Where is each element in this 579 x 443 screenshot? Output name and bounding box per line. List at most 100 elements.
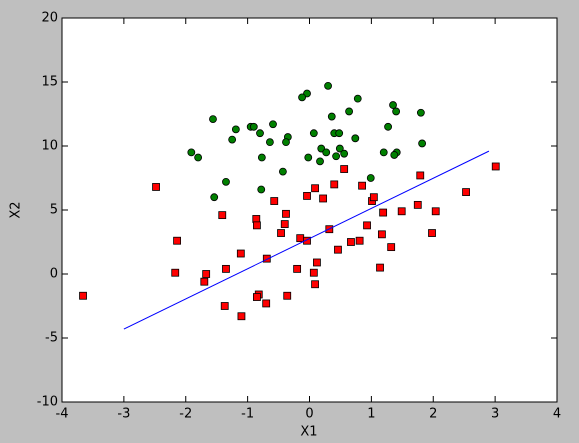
point — [200, 277, 209, 286]
point — [311, 280, 319, 289]
y-tick-label: 10 — [41, 139, 58, 154]
point — [347, 238, 355, 246]
point — [236, 249, 245, 258]
point — [363, 221, 371, 230]
x-tick-label: -1 — [241, 407, 254, 422]
x-tick-label: -2 — [179, 407, 192, 422]
point — [171, 268, 180, 277]
point — [262, 299, 271, 308]
point — [392, 107, 401, 116]
point — [330, 180, 339, 189]
point — [335, 129, 344, 138]
point — [253, 221, 261, 230]
point — [376, 263, 384, 272]
point — [210, 193, 219, 202]
plot-area — [62, 18, 557, 402]
point — [249, 122, 258, 131]
point — [282, 138, 290, 147]
point — [231, 125, 240, 134]
point — [387, 243, 396, 252]
point — [322, 148, 331, 157]
point — [194, 153, 203, 162]
point — [324, 81, 332, 90]
x-tick-label: 1 — [367, 407, 375, 422]
point — [220, 302, 229, 310]
point — [262, 254, 271, 263]
plot-frame — [61, 17, 558, 403]
point — [187, 148, 196, 157]
y-tick-label: 20 — [41, 11, 58, 26]
point — [278, 167, 287, 176]
point — [379, 208, 388, 217]
point — [280, 220, 289, 228]
point — [397, 207, 406, 216]
x-tick-label: -3 — [117, 407, 130, 422]
point — [298, 93, 306, 102]
point — [413, 200, 422, 209]
y-tick-label: 0 — [50, 267, 58, 282]
point — [332, 152, 341, 161]
point — [282, 209, 290, 218]
point — [390, 151, 399, 159]
point — [311, 184, 319, 193]
point — [79, 291, 87, 300]
point — [270, 197, 279, 205]
point — [369, 193, 378, 202]
point — [316, 157, 324, 166]
point — [303, 236, 311, 245]
y-tick-label: 5 — [50, 203, 58, 218]
point — [257, 153, 266, 162]
point — [340, 149, 349, 158]
point — [237, 312, 246, 321]
point — [353, 94, 362, 103]
point — [319, 194, 328, 203]
point — [327, 112, 336, 121]
point — [358, 181, 366, 190]
point — [256, 129, 264, 138]
point — [428, 229, 436, 237]
point — [418, 139, 427, 148]
point — [334, 245, 342, 254]
x-tick-label: 3 — [491, 407, 499, 422]
x-tick-label: 4 — [553, 407, 561, 422]
point — [269, 120, 277, 129]
point — [377, 230, 386, 239]
point — [277, 229, 285, 237]
point — [491, 162, 500, 171]
point — [431, 207, 440, 216]
point — [379, 148, 388, 157]
point — [218, 211, 227, 220]
point — [340, 165, 349, 173]
point — [265, 138, 274, 147]
point — [228, 135, 237, 144]
point — [222, 177, 230, 186]
point — [252, 215, 261, 223]
point — [173, 236, 181, 245]
point — [309, 129, 318, 138]
point — [416, 108, 425, 117]
point — [313, 258, 321, 267]
point — [293, 264, 302, 273]
y-axis-label: X2 — [9, 201, 24, 218]
point — [389, 101, 397, 109]
x-tick-label: 0 — [305, 407, 313, 422]
point — [253, 293, 261, 301]
y-tick-label: -10 — [37, 395, 58, 410]
y-tick-label: -5 — [45, 331, 58, 346]
x-tick-label: 2 — [429, 407, 437, 422]
point — [222, 264, 230, 273]
point — [366, 174, 375, 182]
point — [202, 270, 211, 278]
point — [296, 234, 305, 243]
y-tick-label: 15 — [41, 75, 58, 90]
point — [283, 291, 292, 300]
point — [309, 268, 318, 277]
point — [335, 144, 344, 153]
point — [462, 188, 470, 196]
point — [345, 107, 354, 116]
point — [355, 236, 364, 245]
point — [257, 185, 266, 194]
x-axis-label: X1 — [300, 425, 317, 440]
x-tick-label: -4 — [56, 407, 69, 422]
